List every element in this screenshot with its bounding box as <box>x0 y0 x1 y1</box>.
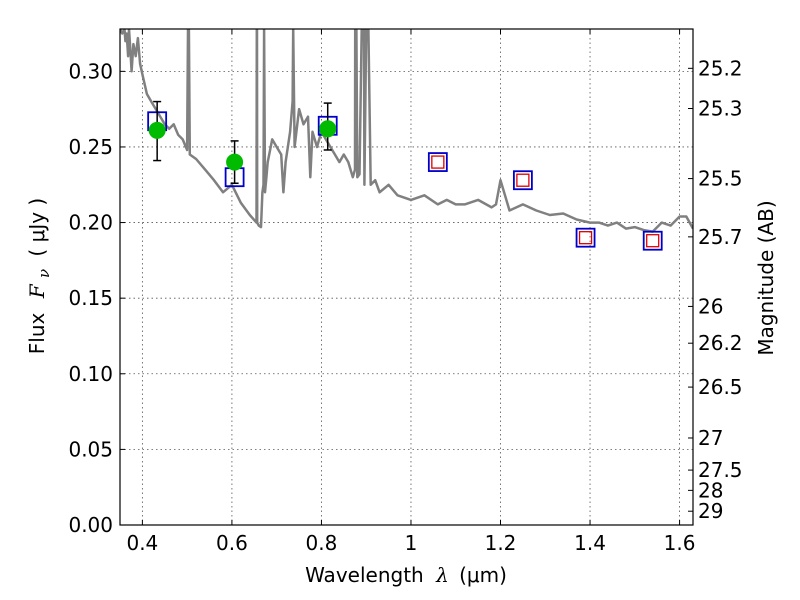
right-tick-label: 26 <box>698 294 723 318</box>
right-tick-label: 25.5 <box>698 167 743 191</box>
x-tick-label: 1.6 <box>664 531 696 555</box>
y-tick-label: 0.30 <box>68 59 113 83</box>
right-axis-title: Magnitude (AB) <box>754 200 778 355</box>
y-axis-symbol: F <box>25 283 49 299</box>
observed-point <box>226 153 244 171</box>
y-tick-label: 0.05 <box>68 437 113 461</box>
upper-limit-square <box>646 234 660 248</box>
x-axis-symbol: λ <box>435 563 449 587</box>
x-tick-label: 0.4 <box>126 531 158 555</box>
observed-point <box>148 121 166 139</box>
x-axis-label: Wavelength <box>305 563 424 587</box>
x-tick-label: 1.2 <box>485 531 517 555</box>
right-tick-label: 25.7 <box>698 225 743 249</box>
y-tick-label: 0.25 <box>68 135 113 159</box>
y-tick-label: 0.10 <box>68 362 113 386</box>
plot-area <box>120 29 693 251</box>
y-tick-label: 0.00 <box>68 513 113 537</box>
model-point-square <box>642 230 663 251</box>
x-tick-label: 0.6 <box>216 531 248 555</box>
model-point-square <box>427 152 448 172</box>
ticks: 0.4 0.6 0.8 1 1.2 1.4 1.6 0.00 0.05 0.10 0.15 0.20 0… <box>68 29 743 555</box>
x-tick-label: 1.4 <box>574 531 606 555</box>
model-point-square <box>512 170 533 191</box>
x-tick-label: 0.8 <box>306 531 338 555</box>
y-tick-label: 0.20 <box>68 211 113 235</box>
right-tick-label: 25.3 <box>698 97 743 121</box>
x-axis-title: Wavelength λ (μm) <box>305 563 507 587</box>
upper-limit-square <box>516 173 530 187</box>
right-tick-label: 29 <box>698 499 723 523</box>
right-tick-label: 26.5 <box>698 375 743 399</box>
x-axis-unit: (μm) <box>459 563 507 587</box>
y-tick-label: 0.15 <box>68 286 113 310</box>
right-tick-label: 26.2 <box>698 331 743 355</box>
model-point-square <box>575 227 596 248</box>
y-axis-title: Flux F ν ( μJy ) <box>25 198 54 354</box>
y-axis-unit: ( μJy ) <box>25 198 49 257</box>
right-tick-label: 25.2 <box>698 56 743 80</box>
y-axis-subscript: ν <box>35 269 53 278</box>
observed-point <box>319 120 337 138</box>
plot-frame <box>119 28 694 526</box>
upper-limit-square <box>431 155 445 169</box>
right-tick-label: 28 <box>698 478 723 502</box>
y-axis-label: Flux <box>25 312 49 354</box>
spectrum-line <box>120 29 693 233</box>
grid <box>120 29 693 526</box>
x-tick-label: 1 <box>405 531 418 555</box>
upper-limit-square <box>578 231 593 245</box>
right-tick-label: 27.5 <box>698 458 743 482</box>
right-tick-label: 27 <box>698 426 723 450</box>
